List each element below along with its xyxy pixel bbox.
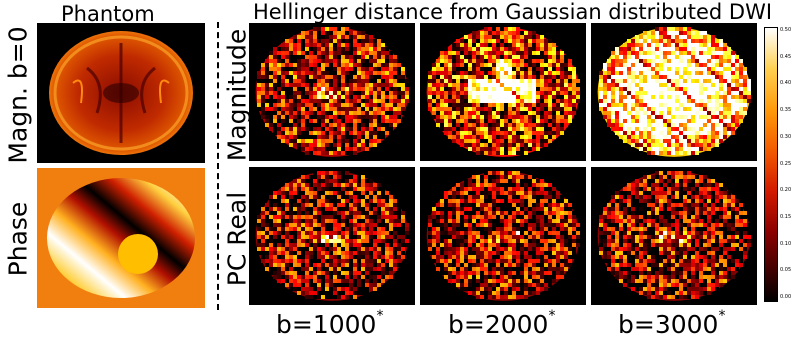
column-label-b2000: b=2000* xyxy=(448,308,556,339)
row-label-phase: Phase xyxy=(3,201,33,277)
phantom-magnitude-image xyxy=(37,23,205,163)
colorbar-tick-label: 0.05 xyxy=(780,267,792,274)
row-label-magnitude: Magnitude xyxy=(222,28,252,162)
colorbar-tick-label: 0.30 xyxy=(780,133,792,140)
colorbar-tick-label: 0.40 xyxy=(780,80,792,87)
colorbar xyxy=(764,27,778,302)
panel-pcreal-b3000 xyxy=(591,167,757,305)
row-label-pc-real: PC Real xyxy=(222,191,252,287)
panel-pcreal-b1000 xyxy=(249,167,415,305)
colorbar-tick-label: 0.20 xyxy=(780,187,792,194)
colorbar-tick-label: 0.50 xyxy=(780,27,792,33)
colorbar-tick-label: 0.45 xyxy=(780,53,792,60)
column-label-b3000: b=3000* xyxy=(618,308,726,339)
column-label-b1000: b=1000* xyxy=(276,308,384,339)
panel-magnitude-b2000 xyxy=(420,23,586,161)
colorbar-tick-label: 0.10 xyxy=(780,240,792,247)
panel-magnitude-b3000 xyxy=(591,23,757,161)
colorbar-tick-label: 0.00 xyxy=(780,294,792,300)
colorbar-ticks: 0.50 0.45 0.40 0.35 0.30 0.25 0.20 0.15 0.10 0.05… xyxy=(779,27,792,300)
dashed-divider xyxy=(217,22,219,310)
colorbar-tick-label: 0.15 xyxy=(780,213,792,220)
panel-magnitude-b1000 xyxy=(249,23,415,161)
row-label-magn-b0: Magn. b=0 xyxy=(3,26,33,164)
phantom-phase-image xyxy=(37,168,205,308)
hellinger-title: Hellinger distance from Gaussian distrib… xyxy=(253,0,773,24)
colorbar-tick-label: 0.35 xyxy=(780,107,792,114)
phantom-title: Phantom xyxy=(61,2,155,26)
colorbar-tick-label: 0.25 xyxy=(780,160,792,167)
panel-pcreal-b2000 xyxy=(420,167,586,305)
